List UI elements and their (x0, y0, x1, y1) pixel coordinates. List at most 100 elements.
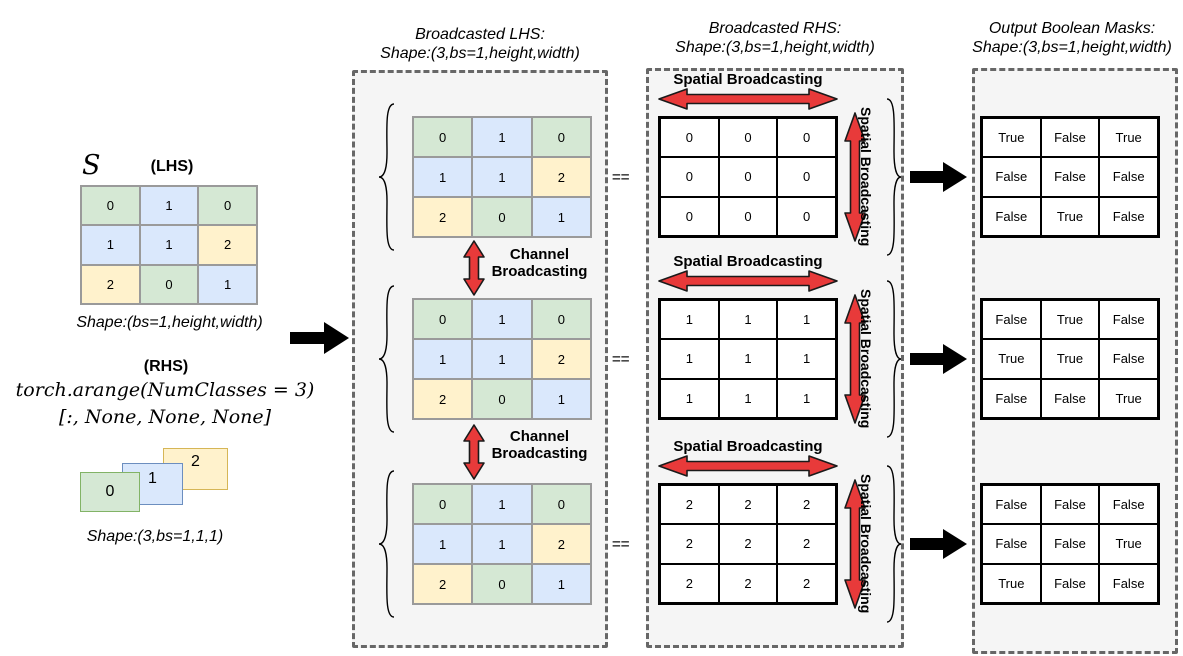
brace-left-icon (378, 103, 395, 251)
matrix-cell: False (982, 524, 1041, 564)
matrix-cell: 1 (472, 299, 532, 339)
matrix-cell: 2 (660, 563, 719, 603)
matrix-cell: False (1099, 300, 1158, 340)
output-masks-title: Output Boolean Masks: Shape:(3,bs=1,heig… (962, 19, 1182, 57)
spatial-broadcast-h-arrow-icon (658, 88, 838, 110)
flow-arrow-left-icon (290, 322, 349, 354)
broadcasted-lhs-title-line1: Broadcasted LHS: (415, 26, 545, 43)
matrix-cell: True (982, 118, 1041, 158)
matrix-cell: 0 (139, 264, 199, 304)
matrix-cell: False (982, 378, 1041, 418)
rhs-card-class0: 0 (80, 472, 140, 512)
matrix-cell: 0 (413, 299, 473, 339)
equality-operator: == (612, 351, 630, 368)
rhs-tag: (RHS) (143, 358, 189, 375)
matrix-cell: 1 (413, 524, 473, 564)
spatial-broadcast-h-arrow-icon (658, 270, 838, 292)
flow-arrow-output-icon (910, 344, 967, 374)
matrix-cell: 1 (718, 339, 778, 379)
matrix-cell: 0 (660, 118, 719, 158)
matrix-cell: 2 (777, 485, 836, 525)
matrix-cell: 0 (777, 157, 836, 197)
matrix-cell: 2 (531, 339, 591, 379)
matrix-cell: 2 (413, 197, 473, 237)
flow-arrow-output-icon (910, 162, 967, 192)
brace-left-icon (378, 285, 395, 433)
matrix-cell: 0 (472, 564, 532, 604)
matrix-cell: False (1099, 339, 1158, 379)
matrix-cell: 1 (718, 300, 778, 340)
spatial-broadcast-h-arrow-icon (658, 455, 838, 477)
matrix-cell: 1 (660, 339, 719, 379)
matrix-cell: 2 (777, 524, 836, 564)
channel-broadcasting-label: Channel Broadcasting (491, 428, 588, 462)
matrix-cell: 0 (660, 196, 719, 236)
brace-left-icon (378, 470, 395, 618)
rhs-code-line2: [:, None, None, None] (58, 406, 272, 428)
spatial-broadcast-v-arrow-icon (844, 479, 866, 609)
matrix-cell: 0 (531, 117, 591, 157)
spatial-broadcasting-vertical-label: Spatial Broadcasting (858, 289, 874, 429)
channel-broadcast-arrow-icon (463, 240, 485, 296)
brace-right-icon (886, 98, 902, 256)
matrix-cell: 0 (413, 117, 473, 157)
spatial-broadcasting-label: Spatial Broadcasting (673, 253, 823, 270)
matrix-cell: 2 (81, 264, 140, 304)
matrix-cell: False (1099, 196, 1158, 236)
brace-right-icon (886, 280, 902, 438)
matrix-cell: 0 (198, 186, 257, 226)
spatial-broadcasting-vertical-label: Spatial Broadcasting (858, 107, 874, 247)
matrix-cell: 1 (472, 484, 532, 524)
matrix-cell: 1 (139, 225, 199, 265)
matrix-cell: 1 (531, 564, 591, 604)
matrix-cell: 2 (531, 524, 591, 564)
output-masks-title-line2: Shape:(3,bs=1,height,width) (972, 39, 1172, 56)
output-mask-1: False True False True True False False False Tru… (980, 298, 1160, 420)
matrix-cell: 0 (531, 484, 591, 524)
channel-broadcast-arrow-icon (463, 424, 485, 480)
matrix-cell: 2 (660, 485, 719, 525)
output-mask-2: False False False False False True True False Fa… (980, 483, 1160, 605)
lhs-shape-label: Shape:(bs=1,height,width) (76, 314, 263, 331)
matrix-cell: False (1040, 563, 1100, 603)
matrix-cell: 0 (718, 157, 778, 197)
matrix-cell: 1 (660, 300, 719, 340)
matrix-cell: False (1099, 485, 1158, 525)
matrix-cell: 1 (472, 339, 532, 379)
matrix-cell: 0 (472, 379, 532, 419)
matrix-cell: True (1099, 524, 1158, 564)
output-mask-0: True False True False False False False True Fal… (980, 116, 1160, 238)
rhs-code-line1: torch.arange(NumClasses = 3) (15, 379, 315, 401)
matrix-cell: False (1040, 118, 1100, 158)
matrix-cell: 2 (660, 524, 719, 564)
matrix-cell: 2 (718, 524, 778, 564)
equality-operator: == (612, 536, 630, 553)
matrix-cell: False (1099, 563, 1158, 603)
matrix-cell: 1 (660, 378, 719, 418)
broadcasted-rhs-title-line1: Broadcasted RHS: (708, 20, 842, 37)
matrix-cell: 1 (81, 225, 140, 265)
matrix-cell: False (982, 157, 1041, 197)
matrix-cell: 0 (531, 299, 591, 339)
matrix-cell: 0 (472, 197, 532, 237)
matrix-cell: 2 (413, 564, 473, 604)
matrix-cell: 1 (472, 117, 532, 157)
matrix-cell: 1 (472, 157, 532, 197)
matrix-cell: 0 (777, 118, 836, 158)
broadcasted-rhs-title: Broadcasted RHS: Shape:(3,bs=1,height,wi… (646, 19, 904, 57)
matrix-cell: False (1040, 378, 1100, 418)
matrix-cell: True (1099, 118, 1158, 158)
matrix-cell: 0 (777, 196, 836, 236)
matrix-cell: False (1040, 157, 1100, 197)
matrix-cell: 0 (660, 157, 719, 197)
channel-broadcasting-label: Channel Broadcasting (491, 246, 588, 280)
equality-operator: == (612, 169, 630, 186)
matrix-cell: 1 (531, 379, 591, 419)
matrix-cell: 2 (718, 485, 778, 525)
broadcasted-rhs-title-line2: Shape:(3,bs=1,height,width) (675, 39, 875, 56)
spatial-broadcasting-label: Spatial Broadcasting (673, 71, 823, 88)
